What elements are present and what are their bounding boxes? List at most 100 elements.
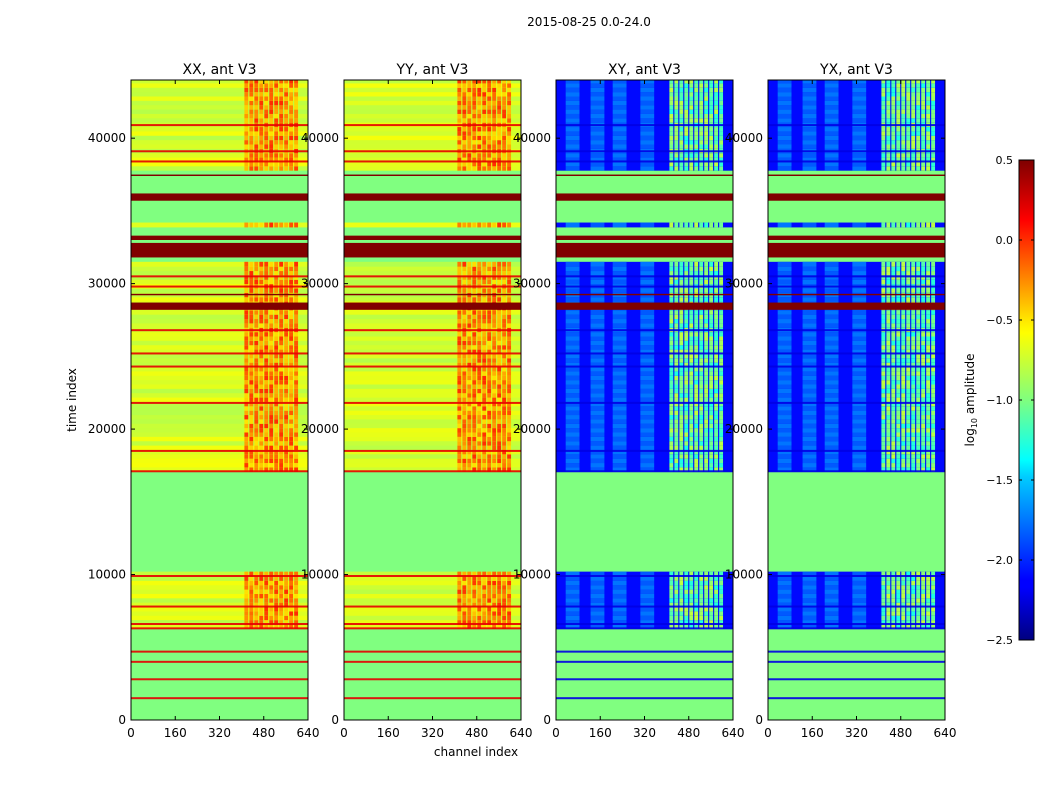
- heatmap-stripe: [590, 445, 605, 450]
- heatmap-stripe: [612, 427, 627, 433]
- heatmap-block: [497, 309, 502, 315]
- heatmap-block: [502, 584, 507, 590]
- heatmap-block: [886, 384, 891, 389]
- heatmap-block: [886, 580, 891, 586]
- heatmap-block: [714, 109, 719, 114]
- heatmap-block: [284, 458, 289, 464]
- heatmap-block: [507, 157, 512, 162]
- heatmap-block: [502, 353, 507, 359]
- heatmap-block: [896, 462, 901, 468]
- heatmap-block: [244, 593, 249, 599]
- heatmap-block: [921, 571, 926, 577]
- heatmap-block: [921, 161, 926, 167]
- x-tick-label: 480: [889, 726, 912, 740]
- heatmap-block: [709, 117, 714, 123]
- heatmap-stripe: [565, 130, 580, 136]
- heatmap-block: [679, 336, 684, 341]
- heatmap-block: [886, 331, 891, 337]
- heatmap-block: [467, 349, 472, 354]
- heatmap-block: [699, 100, 704, 106]
- heatmap-stripe: [612, 161, 627, 167]
- heatmap-block: [689, 423, 694, 429]
- heatmap-block: [704, 340, 709, 346]
- heatmap-block: [896, 165, 901, 171]
- heatmap-block: [467, 331, 472, 337]
- heatmap-block: [289, 266, 294, 272]
- heatmap-block: [911, 157, 916, 162]
- heatmap-block: [467, 436, 472, 442]
- heatmap-block: [704, 610, 709, 616]
- heatmap-block: [502, 100, 507, 106]
- heatmap-block: [709, 571, 714, 577]
- heatmap-block: [244, 619, 249, 625]
- heatmap-row: [131, 375, 308, 381]
- heatmap-stripe: [852, 602, 867, 608]
- heatmap-block: [719, 440, 724, 446]
- heatmap-stripe: [612, 91, 627, 97]
- heatmap-stripe: [802, 309, 817, 315]
- heatmap-block: [289, 261, 294, 267]
- heatmap-block: [916, 318, 921, 324]
- heatmap-block: [906, 619, 911, 625]
- heatmap-block: [294, 126, 299, 132]
- heatmap-block: [502, 423, 507, 429]
- heatmap-stripe: [640, 91, 655, 97]
- heatmap-block: [284, 109, 289, 114]
- heatmap-block: [284, 584, 289, 590]
- heatmap-block: [502, 410, 507, 416]
- heatmap-block: [502, 397, 507, 402]
- heatmap-block: [911, 366, 916, 372]
- heatmap-block: [911, 331, 916, 337]
- heatmap-block: [259, 357, 264, 363]
- heatmap-block: [704, 410, 709, 416]
- heatmap-block: [704, 580, 709, 586]
- heatmap-block: [896, 314, 901, 320]
- heatmap-block: [911, 440, 916, 446]
- heatmap-stripe: [802, 392, 817, 398]
- heatmap-block: [269, 427, 274, 433]
- y-tick-label: 10000: [301, 568, 339, 582]
- heatmap-block: [714, 331, 719, 337]
- heatmap-block: [926, 80, 931, 84]
- heatmap-block: [926, 375, 931, 381]
- heatmap-block: [891, 392, 896, 398]
- heatmap-block: [284, 91, 289, 97]
- heatmap-block: [901, 288, 906, 293]
- heatmap-block: [472, 82, 477, 88]
- heatmap-stripe: [777, 331, 792, 337]
- heatmap-block: [492, 366, 497, 372]
- heatmap-block: [284, 87, 289, 93]
- heatmap-block: [472, 597, 477, 603]
- heatmap-stripe: [777, 261, 792, 267]
- heatmap-block: [492, 100, 497, 106]
- heatmap-stripe: [640, 388, 655, 394]
- heatmap-block: [487, 440, 492, 446]
- heatmap-block: [704, 266, 709, 272]
- heatmap-block: [482, 139, 487, 145]
- heatmap-block: [472, 427, 477, 433]
- heatmap-block: [704, 91, 709, 97]
- heatmap-block: [901, 309, 906, 315]
- heatmap-block: [289, 135, 294, 141]
- heatmap-stripe: [802, 336, 817, 341]
- heatmap-block: [482, 144, 487, 149]
- heatmap-block: [462, 349, 467, 354]
- heatmap-block: [679, 296, 684, 302]
- heatmap-block: [891, 130, 896, 136]
- heatmap-block: [886, 87, 891, 93]
- heatmap-block: [254, 379, 259, 385]
- heatmap-block: [249, 261, 254, 267]
- heatmap-block: [916, 418, 921, 424]
- heatmap-stripe: [612, 466, 627, 472]
- heatmap-stripe: [565, 87, 580, 93]
- heatmap-block: [249, 309, 254, 315]
- heatmap-block: [704, 288, 709, 293]
- heatmap-block: [487, 388, 492, 394]
- heatmap-row: [344, 161, 521, 167]
- heatmap-block: [264, 144, 269, 149]
- heatmap-block: [704, 318, 709, 324]
- heatmap-block: [699, 288, 704, 293]
- heatmap-block: [284, 462, 289, 468]
- heatmap-block: [502, 597, 507, 603]
- heatmap-block: [249, 379, 254, 385]
